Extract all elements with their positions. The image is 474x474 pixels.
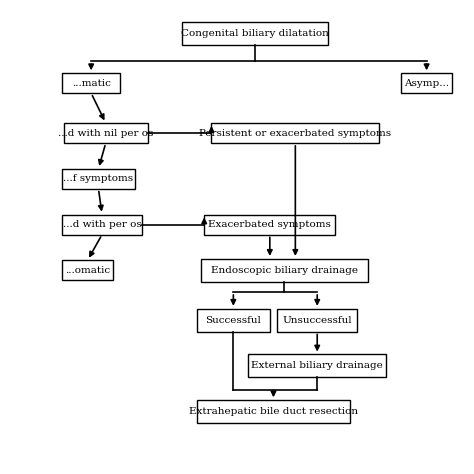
- Text: Successful: Successful: [205, 316, 261, 325]
- FancyBboxPatch shape: [182, 22, 328, 45]
- Text: Exacerbated symptoms: Exacerbated symptoms: [209, 220, 331, 229]
- Text: Persistent or exacerbated symptoms: Persistent or exacerbated symptoms: [199, 128, 392, 137]
- FancyBboxPatch shape: [64, 123, 148, 143]
- Text: Congenital biliary dilatation: Congenital biliary dilatation: [181, 29, 329, 38]
- Text: Asymp...: Asymp...: [404, 79, 449, 88]
- FancyBboxPatch shape: [201, 259, 368, 282]
- Text: ...omatic: ...omatic: [65, 266, 110, 275]
- FancyBboxPatch shape: [197, 400, 350, 423]
- FancyBboxPatch shape: [401, 73, 452, 93]
- Text: ...f symptoms: ...f symptoms: [64, 174, 134, 183]
- FancyBboxPatch shape: [62, 260, 113, 280]
- Text: ...matic: ...matic: [72, 79, 110, 88]
- FancyBboxPatch shape: [277, 309, 357, 332]
- FancyBboxPatch shape: [62, 215, 142, 235]
- FancyBboxPatch shape: [211, 123, 379, 143]
- Text: ...d with nil per os: ...d with nil per os: [58, 128, 154, 137]
- FancyBboxPatch shape: [204, 215, 336, 235]
- Text: Extrahepatic bile duct resection: Extrahepatic bile duct resection: [189, 407, 358, 416]
- FancyBboxPatch shape: [62, 169, 135, 189]
- Text: Unsuccessful: Unsuccessful: [283, 316, 352, 325]
- FancyBboxPatch shape: [197, 309, 270, 332]
- Text: External biliary drainage: External biliary drainage: [251, 361, 383, 370]
- FancyBboxPatch shape: [248, 355, 386, 377]
- Text: ...d with per os: ...d with per os: [63, 220, 141, 229]
- Text: Endoscopic biliary drainage: Endoscopic biliary drainage: [211, 266, 358, 275]
- FancyBboxPatch shape: [62, 73, 120, 93]
